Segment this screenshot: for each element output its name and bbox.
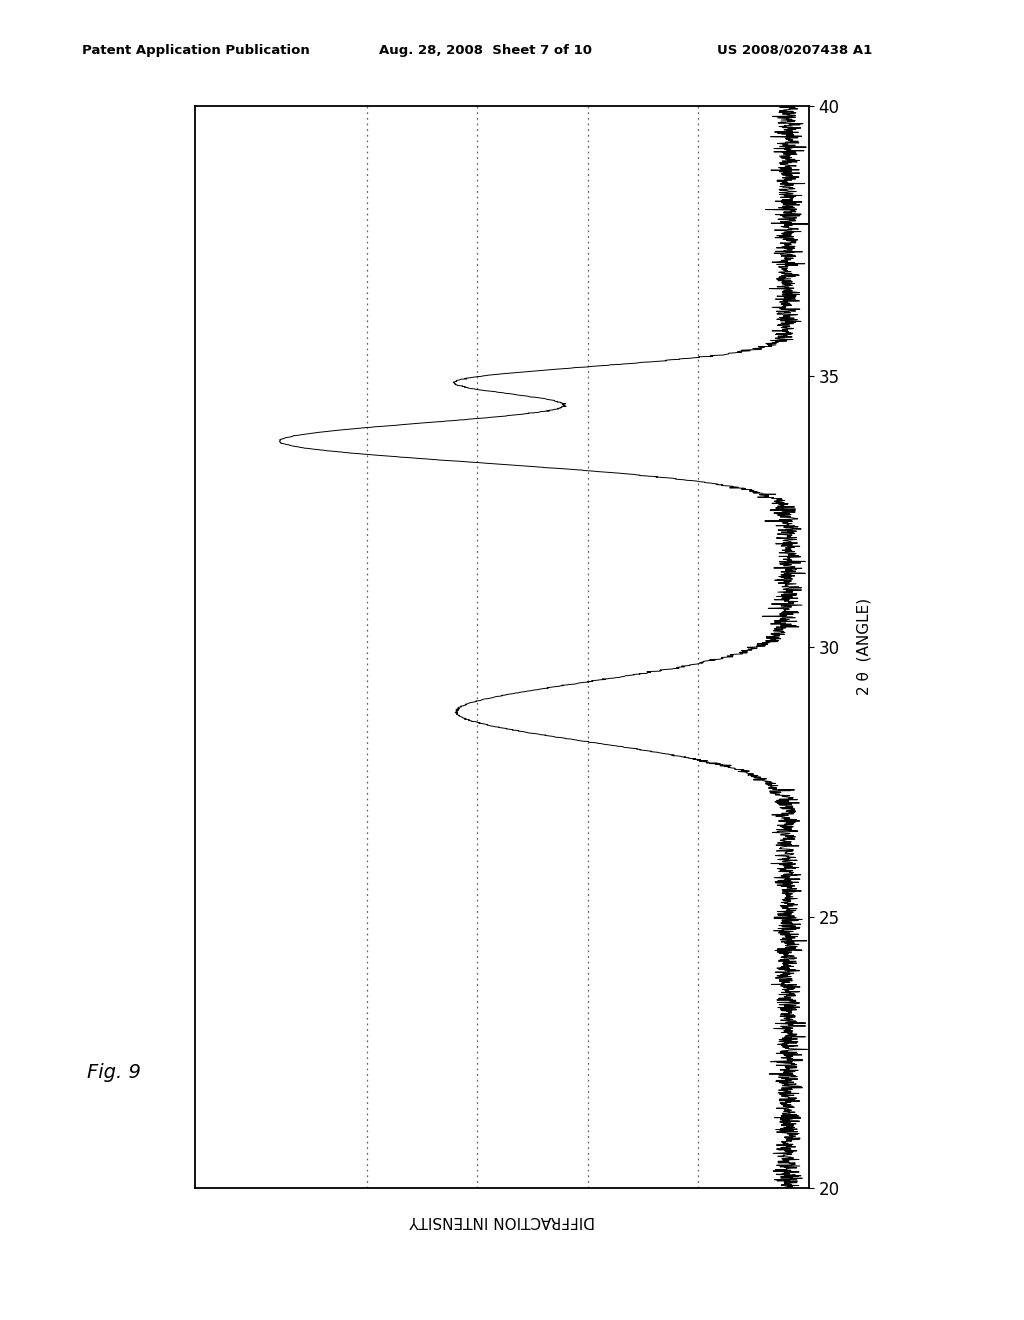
Text: DIFFRACTION INTENSITY: DIFFRACTION INTENSITY (409, 1213, 595, 1229)
Text: Fig. 9: Fig. 9 (87, 1063, 141, 1081)
Text: Aug. 28, 2008  Sheet 7 of 10: Aug. 28, 2008 Sheet 7 of 10 (379, 44, 592, 57)
Y-axis label: 2 θ  (ANGLE): 2 θ (ANGLE) (856, 598, 871, 696)
Text: US 2008/0207438 A1: US 2008/0207438 A1 (717, 44, 872, 57)
Text: Patent Application Publication: Patent Application Publication (82, 44, 309, 57)
